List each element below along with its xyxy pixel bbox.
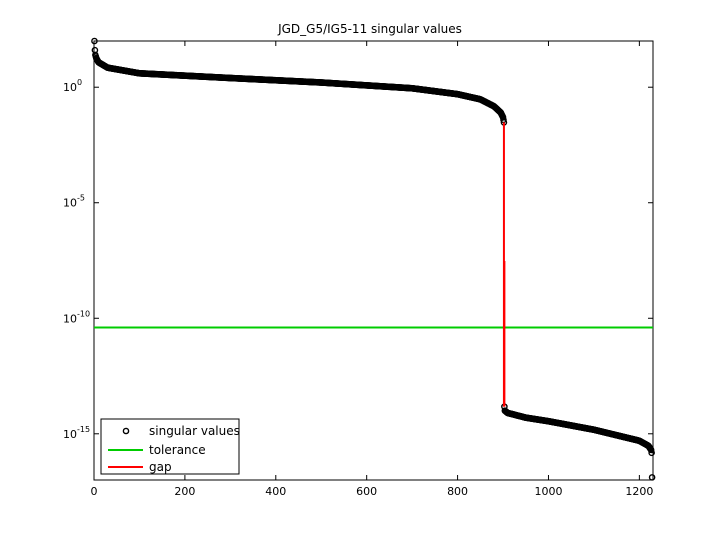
- x-tick-label: 200: [174, 485, 195, 498]
- legend: singular values tolerance gap: [100, 418, 240, 475]
- legend-marker-singular-values: [122, 427, 130, 435]
- y-tick-exponent: -15: [77, 425, 90, 434]
- chart-title: JGD_G5/IG5-11 singular values: [277, 22, 462, 36]
- plot-frame: [93, 40, 654, 481]
- x-tick-label: 1200: [625, 485, 653, 498]
- y-tick-label: 10-5: [63, 194, 85, 210]
- x-tick-label: 0: [91, 485, 98, 498]
- x-tick-label: 600: [356, 485, 377, 498]
- data-point: [648, 449, 655, 457]
- legend-box: [100, 418, 240, 475]
- data-point: [648, 474, 656, 481]
- axis-ticks: [93, 41, 653, 480]
- y-tick-label: 10-15: [63, 425, 90, 441]
- legend-label-tolerance: tolerance: [149, 443, 206, 457]
- data-point: [647, 446, 655, 454]
- x-tick-label: 400: [265, 485, 286, 498]
- y-tick-label: 10-10: [63, 309, 90, 325]
- y-tick-exponent: -5: [77, 194, 85, 203]
- y-tick-exponent: 0: [77, 78, 82, 87]
- y-tick-labels: 100 10-5 10-10 10-15: [63, 78, 90, 441]
- singular-values-series: [91, 37, 656, 481]
- x-tick-label: 800: [447, 485, 468, 498]
- y-tick-label: 100: [63, 78, 82, 94]
- x-tick-label: 1000: [534, 485, 562, 498]
- legend-label-gap: gap: [149, 460, 172, 474]
- y-tick-exponent: -10: [77, 309, 90, 318]
- x-tick-labels: 0 200 400 600 800 1000 1200: [91, 485, 654, 498]
- legend-label-singular-values: singular values: [149, 424, 240, 438]
